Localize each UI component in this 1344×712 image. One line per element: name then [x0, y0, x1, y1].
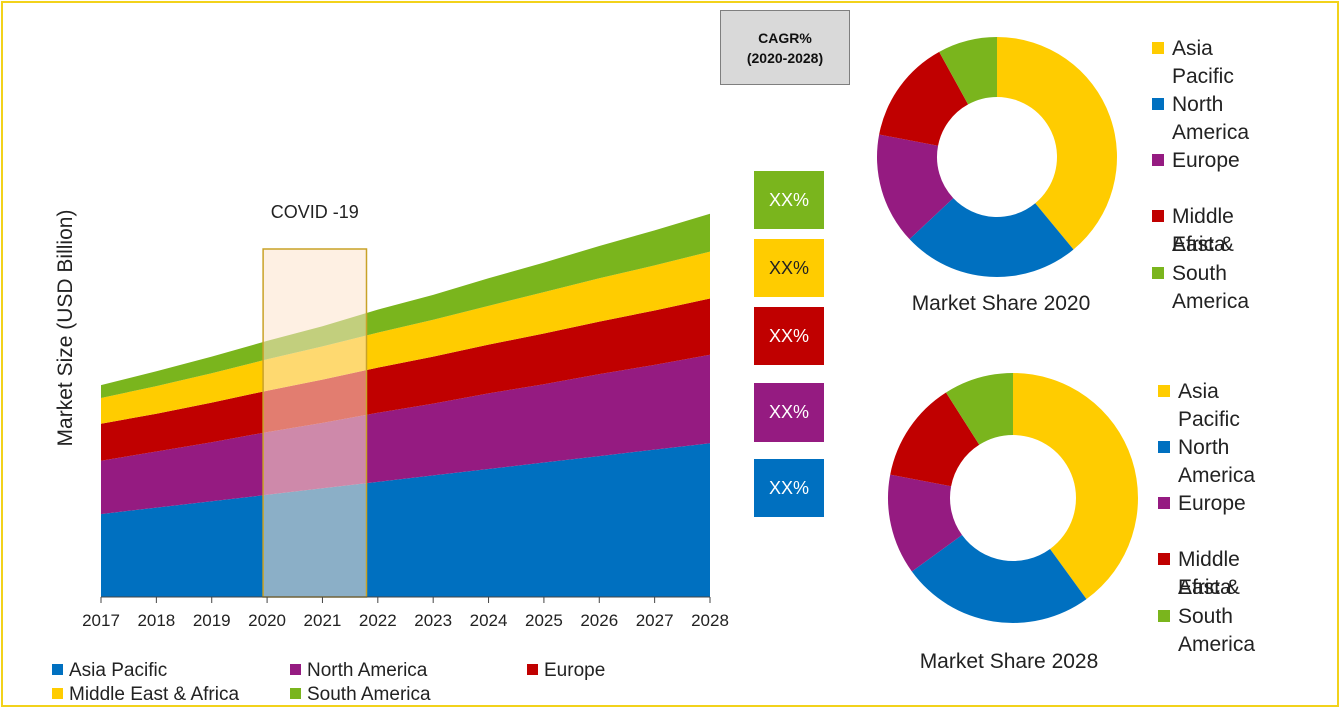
- area-layers: [101, 213, 710, 597]
- legend-2028: Asia Pacific North America Europe Middle…: [1158, 378, 1340, 656]
- area-europe: [101, 298, 710, 461]
- cagr-badge-middle-east-africa: XX%: [754, 239, 824, 297]
- area-middle-east-africa: [101, 251, 710, 424]
- cagr-badge-value: XX%: [768, 477, 810, 498]
- x-tick-label: 2018: [137, 611, 175, 630]
- x-tick-label: 2026: [580, 611, 618, 630]
- swatch-europe: [1158, 497, 1170, 509]
- y-axis-label: Market Size (USD Billion): [54, 210, 77, 447]
- legend-label: Europe: [544, 660, 606, 681]
- area-legend-north-america: North America: [290, 660, 427, 682]
- cagr-badge-europe: XX%: [754, 307, 824, 365]
- slice-asia-pacific: [997, 37, 1117, 250]
- x-tick-label: 2027: [636, 611, 674, 630]
- area-legend-asia-pacific: Asia Pacific: [52, 660, 167, 682]
- cagr-badge-south-america: XX%: [754, 171, 824, 229]
- legend-label: Africa: [1172, 233, 1226, 256]
- x-tick-label: 2021: [304, 611, 342, 630]
- slice-middle-east-africa: [890, 392, 980, 487]
- x-tick-label: 2023: [414, 611, 452, 630]
- swatch-asia-pacific: [52, 664, 63, 675]
- slice-north-america: [911, 535, 1087, 624]
- x-axis: 2017 2018 2019 2020 2021 2022 2023 2024 2025 2026…: [82, 596, 729, 630]
- swatch-middle-east-africa: [52, 688, 63, 699]
- pie-title-2028: Market Share 2028: [919, 650, 1099, 673]
- legend-2020: Asia Pacific North America Europe Middle…: [1152, 35, 1337, 313]
- x-tick-label: 2024: [470, 611, 508, 630]
- cagr-badge-north-america: XX%: [754, 383, 824, 442]
- legend-label: Middle East & Africa: [69, 684, 240, 705]
- covid-label: COVID -19: [271, 202, 359, 222]
- area-asia-pacific: [101, 443, 710, 597]
- covid-highlight: [262, 248, 368, 598]
- slice-south-america: [939, 37, 997, 105]
- cagr-badge-value: XX%: [768, 189, 810, 210]
- legend-label: Asia Pacific: [1178, 380, 1240, 431]
- x-tick-label: 2025: [525, 611, 563, 630]
- legend-label: South America: [307, 684, 431, 705]
- area-legend-middle-east-africa: Middle East & Africa: [52, 684, 239, 706]
- x-tick-label: 2028: [691, 611, 729, 630]
- area-legend-south-america: South America: [290, 684, 431, 706]
- swatch-north-america: [1158, 441, 1170, 453]
- legend-label: Europe: [1172, 149, 1240, 172]
- donut-2028: [888, 373, 1139, 624]
- slice-europe: [888, 474, 963, 572]
- x-tick-label: 2019: [193, 611, 231, 630]
- donut-2020: [877, 37, 1117, 278]
- legend-label: Asia Pacific: [1172, 37, 1234, 88]
- x-tick-label: 2022: [359, 611, 397, 630]
- slice-north-america: [909, 198, 1074, 278]
- legend-label: South America: [1172, 262, 1250, 313]
- cagr-badge-value: XX%: [768, 402, 810, 422]
- legend-label: North America: [1178, 436, 1256, 487]
- slice-asia-pacific: [1013, 373, 1139, 600]
- cagr-header: CAGR% (2020-2028): [720, 10, 850, 85]
- legend-label: Africa: [1178, 576, 1232, 599]
- swatch-europe: [527, 664, 538, 675]
- pie-title-2020: Market Share 2020: [911, 292, 1091, 315]
- swatch-europe: [1152, 154, 1164, 166]
- area-north-america: [101, 354, 710, 515]
- slice-south-america: [946, 373, 1013, 445]
- cagr-badge-value: XX%: [768, 325, 810, 346]
- swatch-middle-east-africa: [1158, 553, 1170, 565]
- cagr-badge-asia-pacific: XX%: [754, 459, 824, 517]
- swatch-south-america: [290, 688, 301, 699]
- area-south-america: [101, 213, 710, 398]
- legend-label: Asia Pacific: [69, 660, 168, 681]
- legend-label: North America: [1172, 93, 1250, 144]
- cagr-title: CAGR%: [758, 29, 812, 46]
- area-legend-europe: Europe: [527, 660, 605, 682]
- legend-label: Europe: [1178, 492, 1246, 515]
- legend-label: Middle East &: [1172, 205, 1234, 256]
- swatch-asia-pacific: [1158, 385, 1170, 397]
- swatch-south-america: [1158, 610, 1170, 622]
- x-tick-label: 2017: [82, 611, 120, 630]
- x-tick-label: 2020: [248, 611, 286, 630]
- legend-label: South America: [1178, 605, 1256, 656]
- cagr-badge-value: XX%: [768, 257, 810, 278]
- swatch-middle-east-africa: [1152, 210, 1164, 222]
- swatch-south-america: [1152, 267, 1164, 279]
- swatch-north-america: [290, 664, 301, 675]
- legend-label: Middle East &: [1178, 548, 1240, 599]
- swatch-north-america: [1152, 98, 1164, 110]
- legend-label: North America: [307, 660, 428, 681]
- swatch-asia-pacific: [1152, 42, 1164, 54]
- cagr-period: (2020-2028): [746, 49, 824, 66]
- slice-europe: [877, 134, 954, 240]
- slice-middle-east-africa: [879, 51, 969, 146]
